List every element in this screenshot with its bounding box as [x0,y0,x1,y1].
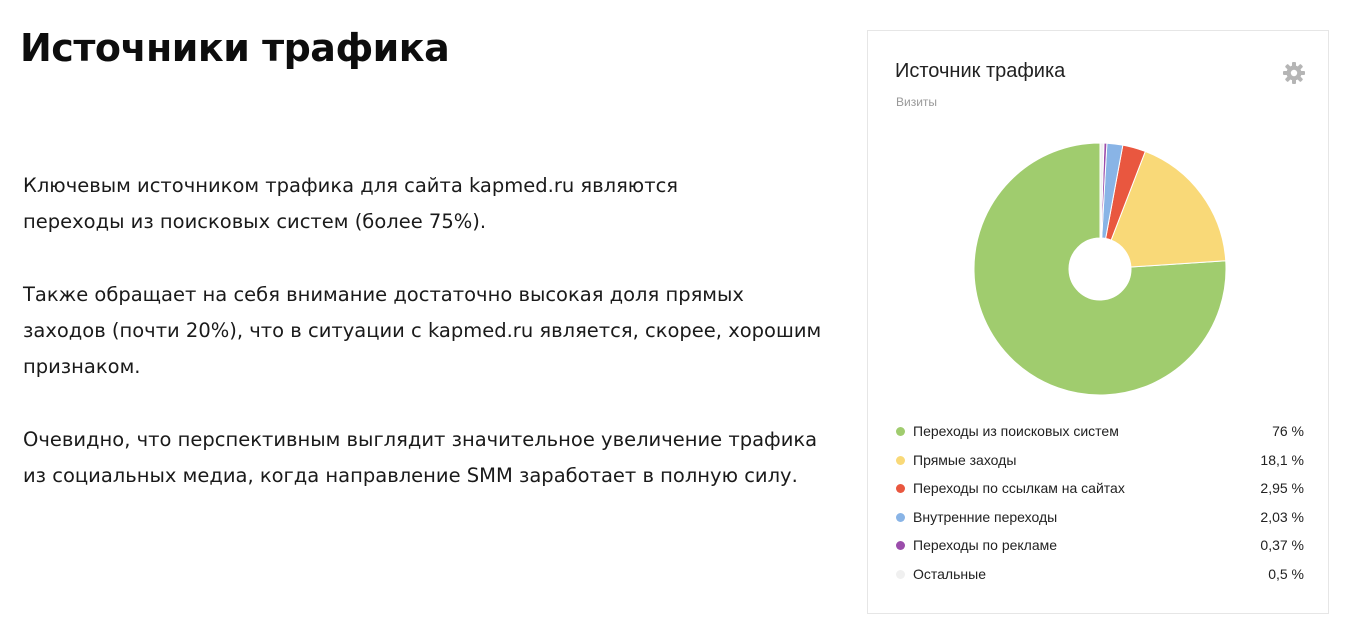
widget-title: Источник трафика [895,60,1066,82]
text-line: заходов (почти 20%), что в ситуации с ka… [23,319,822,342]
page-title: Источники трафика [20,26,450,70]
legend-label: Переходы по ссылкам на сайтах [913,480,1125,497]
legend-label: Внутренние переходы [913,508,1058,525]
legend-value: 0,37 % [1260,537,1304,554]
legend-value: 0,5 % [1268,565,1304,582]
legend-item[interactable]: Остальные 0,5 % [896,560,1304,589]
legend-label: Прямые заходы [913,451,1017,468]
legend-label: Переходы по рекламе [913,537,1058,554]
legend-item[interactable]: Переходы по ссылкам на сайтах 2,95 % [896,474,1304,503]
legend-dot [896,455,905,465]
legend-value: 2,95 % [1260,480,1304,497]
text-line: переходы из поисковых систем (более 75%)… [23,210,487,233]
text-line: Также обращает на себя внимание достаточ… [23,283,744,306]
legend-item[interactable]: Переходы по рекламе 0,37 % [896,531,1304,560]
chart-legend: Переходы из поисковых систем 76 % Прямые з… [896,417,1304,589]
legend-dot [896,569,905,579]
legend-dot [896,541,905,551]
paragraph-direct-traffic: Также обращает на себя внимание достаточ… [23,277,823,385]
legend-item[interactable]: Внутренние переходы 2,03 % [896,503,1304,532]
legend-value: 76 % [1272,423,1304,439]
widget-subtitle: Визиты [896,95,938,109]
legend-label: Переходы из поисковых систем [913,423,1119,439]
legend-dot [896,484,905,494]
text-line: Очевидно, что перспективным выглядит зна… [23,428,818,451]
text-line: признаком. [23,355,141,378]
legend-item[interactable]: Переходы из поисковых систем 76 % [896,417,1304,446]
paragraph-social-traffic: Очевидно, что перспективным выглядит зна… [23,422,823,494]
legend-dot [896,427,905,436]
gear-icon[interactable] [1282,61,1306,85]
paragraph-search-traffic: Ключевым источником трафика для сайта ka… [23,168,823,240]
text-line: из социальных медиа, когда направление S… [23,464,798,487]
text-line: Ключевым источником трафика для сайта ka… [23,174,679,197]
pie-slice[interactable] [1099,142,1105,239]
legend-item[interactable]: Прямые заходы 18,1 % [896,446,1304,475]
traffic-source-widget: Источник трафика Визиты Переходы из поис… [867,30,1329,614]
legend-value: 2,03 % [1260,508,1304,525]
traffic-pie-chart [973,142,1227,396]
legend-dot [896,512,905,522]
pie-slice[interactable] [973,142,1227,396]
legend-value: 18,1 % [1260,451,1304,468]
pie-slice[interactable] [1110,150,1227,268]
legend-label: Остальные [913,565,986,582]
